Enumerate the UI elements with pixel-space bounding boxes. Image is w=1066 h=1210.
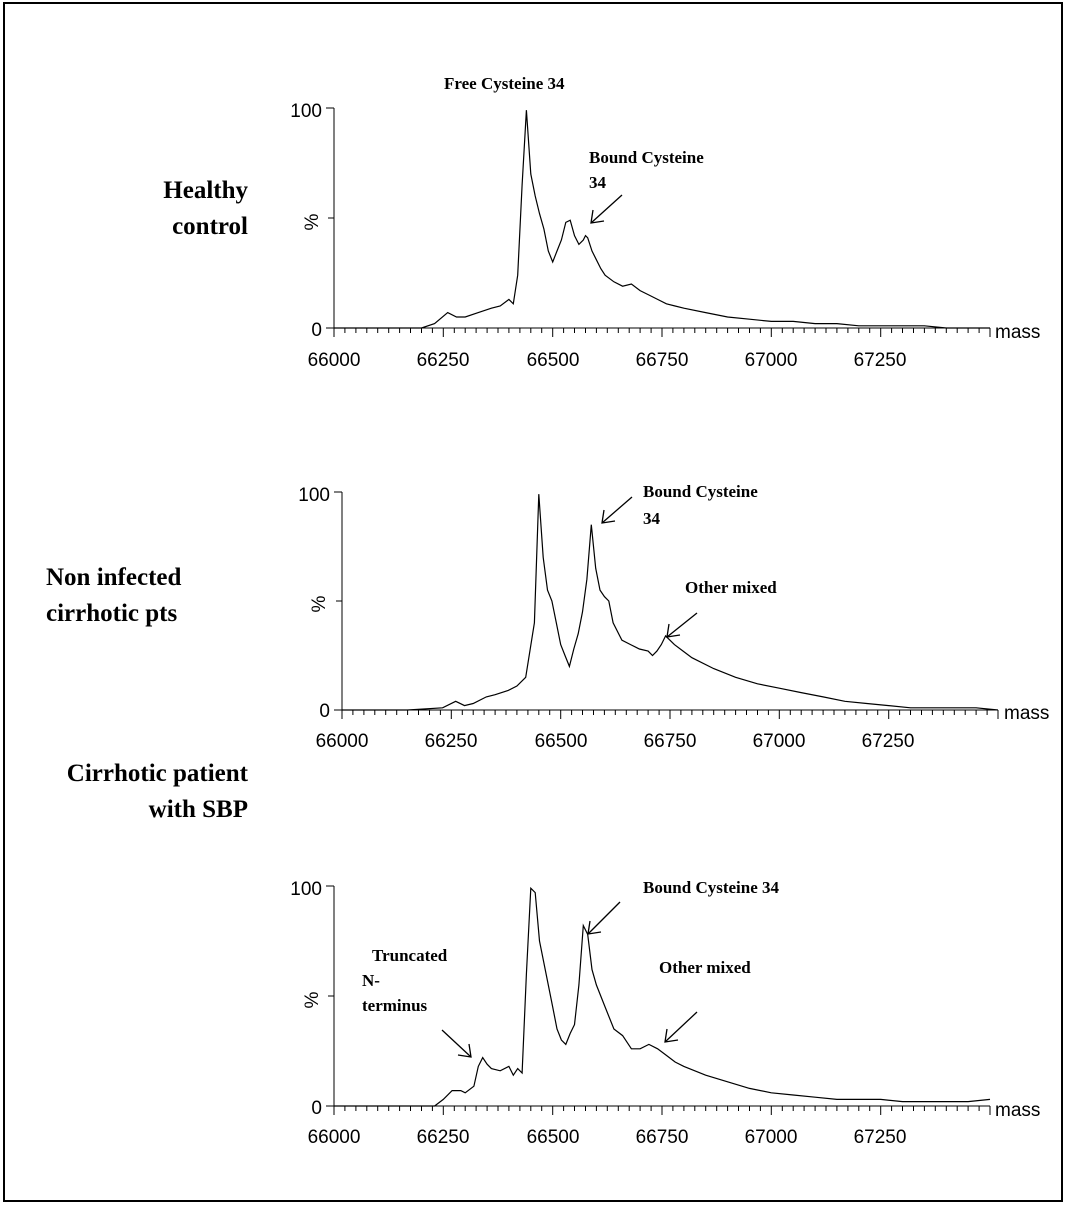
x-tick-label: 66750 (644, 731, 697, 752)
annotation-truncated: N- (362, 971, 380, 990)
arrow (664, 1011, 698, 1043)
annotation-truncated: terminus (362, 996, 428, 1015)
annotation-bound-cysteine: Bound Cysteine (589, 148, 704, 167)
spectrum-line (342, 494, 999, 711)
annotation-bound-cysteine: 34 (589, 173, 607, 192)
row-label-line-1: Healthy (163, 177, 248, 204)
x-tick-label: 67250 (854, 1127, 907, 1148)
x-tick-label: 67000 (745, 1127, 798, 1148)
annotation-free-cysteine: Free Cysteine 34 (444, 74, 565, 93)
arrow (441, 1029, 472, 1058)
x-tick-label: 66750 (636, 350, 689, 371)
row-label-line-2: control (172, 213, 248, 240)
x-tick-label: 66250 (425, 731, 478, 752)
spectrum-line (334, 886, 991, 1107)
x-tick-label: 67000 (753, 731, 806, 752)
axes (326, 107, 990, 329)
x-ticks (341, 710, 999, 719)
x-tick-label: 66000 (316, 731, 369, 752)
x-tick-label: 66750 (636, 1127, 689, 1148)
y-axis-label: % (302, 213, 323, 230)
annotation-truncated: Truncated (372, 946, 448, 965)
x-tick-label: 66250 (417, 1127, 470, 1148)
panel-cirrhotic-sbp: Cirrhotic patient with SBP 100 0 % mass … (67, 760, 1041, 1148)
x-tick-label: 66500 (535, 731, 588, 752)
x-axis-label: mass (995, 322, 1040, 343)
x-tick-label: 67000 (745, 350, 798, 371)
y-tick-label-100: 100 (298, 485, 330, 506)
row-label-line-2: cirrhotic pts (46, 600, 177, 627)
annotation-other-mixed: Other mixed (659, 958, 751, 977)
y-tick-label-100: 100 (290, 101, 322, 122)
x-tick-labels: 66000 66250 66500 66750 67000 67250 (308, 350, 907, 371)
x-tick-label: 67250 (854, 350, 907, 371)
panel-healthy-control: Healthy control 100 0 % mass 66000 66250… (163, 74, 1040, 371)
panel-non-infected-cirrhotic: Non infected cirrhotic pts 100 0 % mass … (46, 482, 1049, 752)
row-label-line-1: Cirrhotic patient (67, 760, 249, 787)
axes (334, 491, 998, 711)
y-tick-label-0: 0 (311, 1098, 322, 1119)
x-tick-labels: 66000 66250 66500 66750 67000 67250 (316, 731, 915, 752)
x-tick-label: 66000 (308, 1127, 361, 1148)
x-axis-label: mass (1004, 703, 1049, 724)
y-tick-label-100: 100 (290, 879, 322, 900)
x-ticks (333, 1106, 991, 1115)
x-tick-label: 66500 (527, 350, 580, 371)
x-tick-label: 67250 (862, 731, 915, 752)
x-tick-label: 66000 (308, 350, 361, 371)
arrow (590, 194, 623, 224)
x-ticks (333, 328, 991, 337)
spectrum-line (334, 110, 990, 329)
annotation-bound-cysteine: Bound Cysteine 34 (643, 878, 780, 897)
x-axis-label: mass (995, 1100, 1040, 1121)
annotation-bound-cysteine: 34 (643, 509, 661, 528)
figure-border (3, 2, 1063, 1202)
annotation-bound-cysteine: Bound Cysteine (643, 482, 758, 501)
y-tick-label-0: 0 (311, 320, 322, 341)
arrow (666, 612, 698, 638)
arrow (587, 901, 621, 935)
arrow (601, 496, 633, 524)
y-tick-label-0: 0 (319, 701, 330, 722)
row-label-line-1: Non infected (46, 564, 181, 591)
x-tick-label: 66500 (527, 1127, 580, 1148)
y-axis-label: % (309, 595, 330, 612)
row-label-line-2: with SBP (149, 796, 248, 823)
x-tick-labels: 66000 66250 66500 66750 67000 67250 (308, 1127, 907, 1148)
y-axis-label: % (302, 991, 323, 1008)
x-tick-label: 66250 (417, 350, 470, 371)
annotation-other-mixed: Other mixed (685, 578, 777, 597)
